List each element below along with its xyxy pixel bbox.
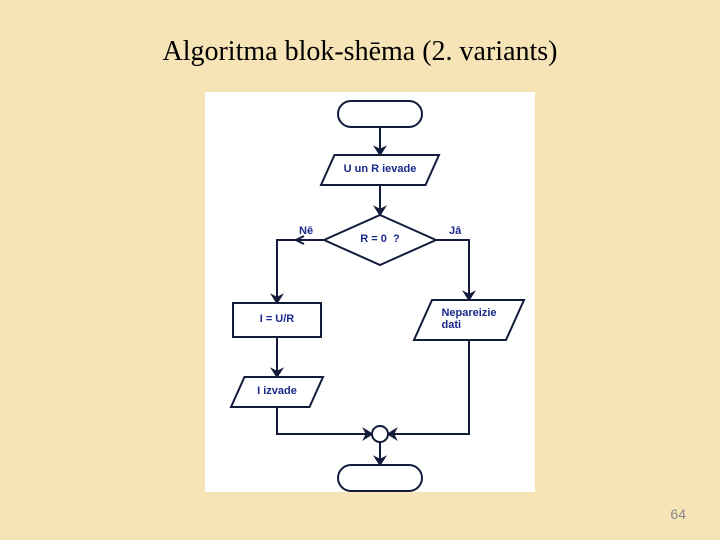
flowchart-svg (205, 92, 535, 492)
node-label-calc: I = U/R (260, 314, 295, 326)
node-label-output: I izvade (257, 386, 297, 398)
slide: Algoritma blok-shēma (2. variants) U un … (0, 0, 720, 540)
branch-label-yes: Jā (449, 226, 461, 238)
node-label-bad: Nepareizie dati (441, 308, 496, 331)
flowchart-panel: U un R ievade R = 0 ? I = U/R Nepareizie da… (205, 92, 535, 492)
node-label-decision: R = 0 ? (360, 234, 399, 246)
page-number: 64 (670, 506, 686, 522)
branch-label-no: Nē (299, 226, 313, 238)
flowchart: U un R ievade R = 0 ? I = U/R Nepareizie da… (205, 92, 535, 492)
page-title: Algoritma blok-shēma (2. variants) (0, 36, 720, 68)
node-label-input: U un R ievade (344, 164, 417, 176)
